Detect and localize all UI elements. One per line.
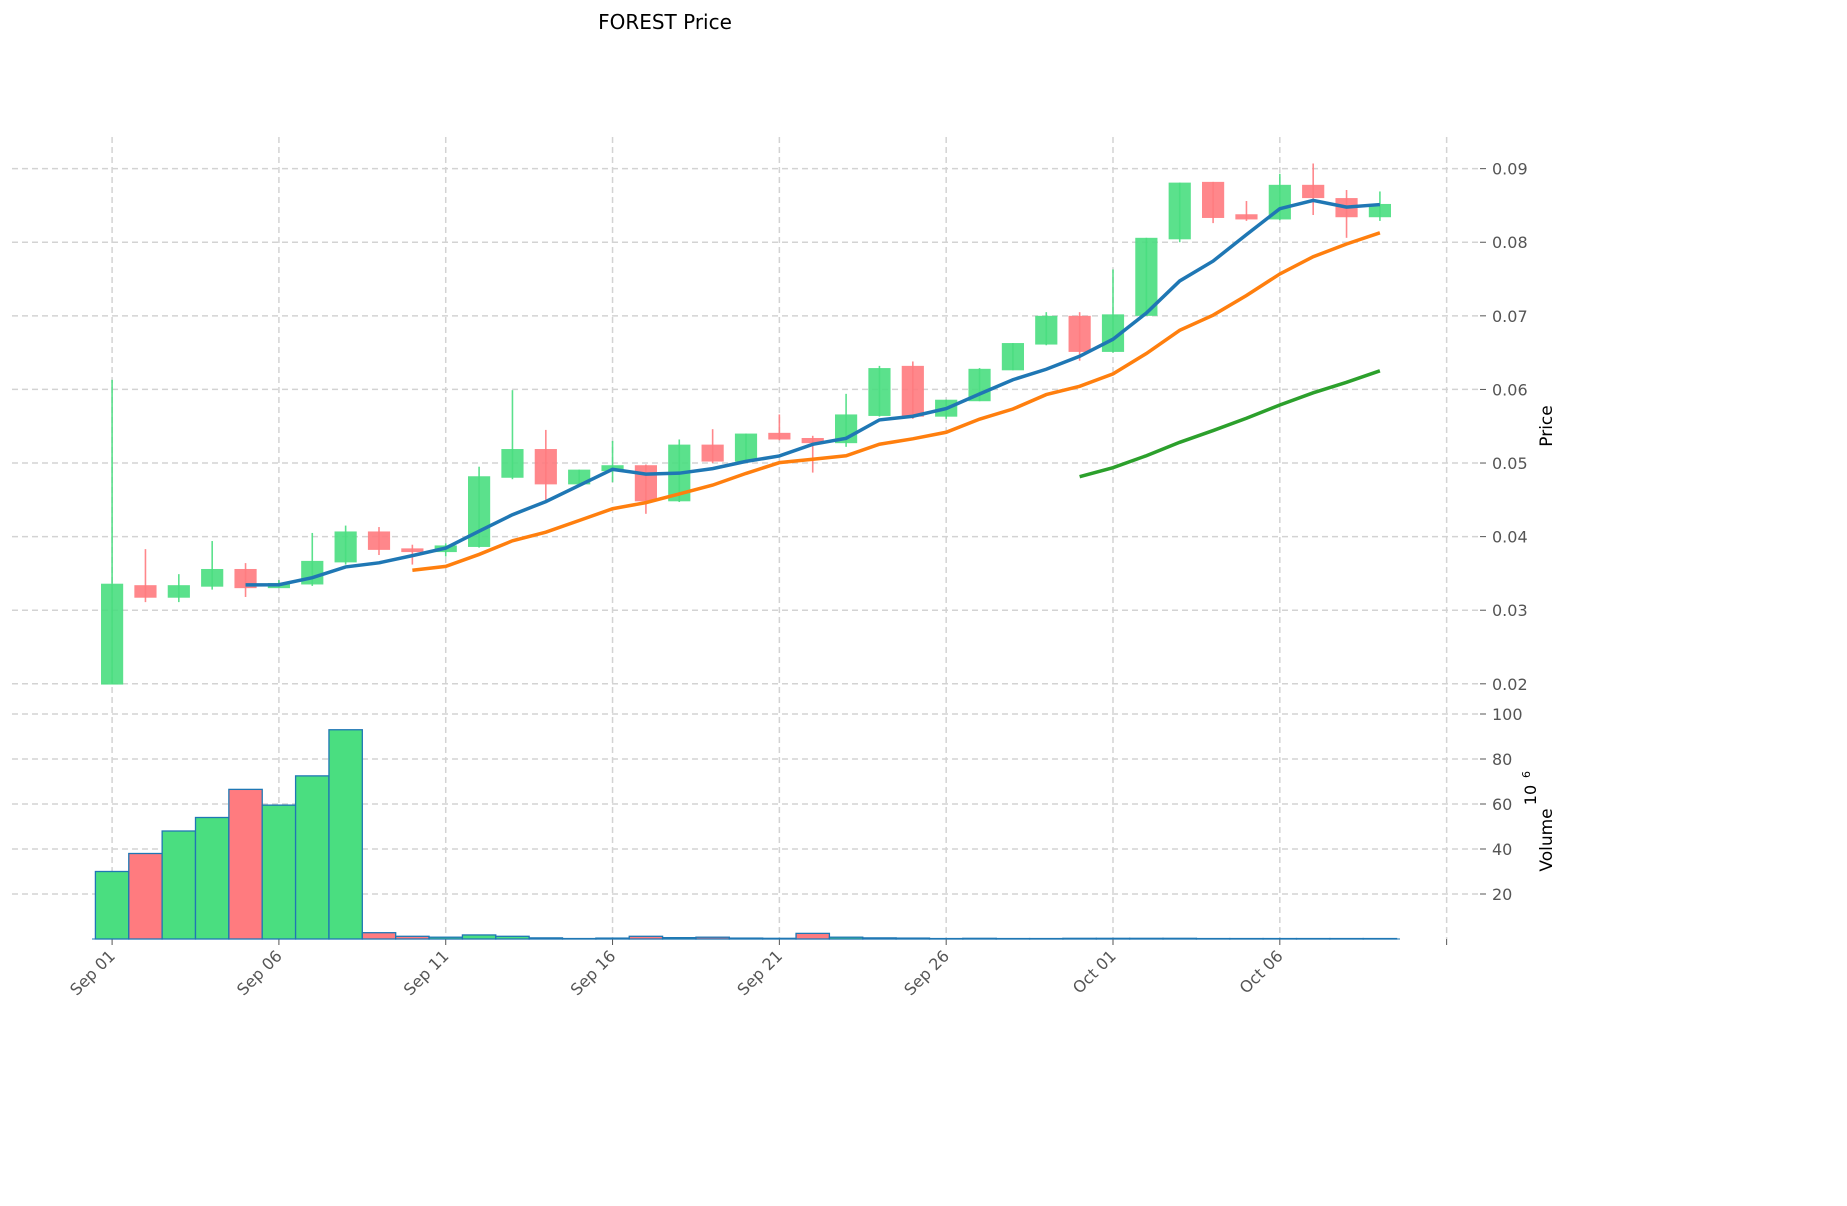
price-tick-label: 0.08 — [1492, 233, 1528, 252]
price-tick-label: 0.06 — [1492, 380, 1528, 399]
candle-body — [335, 532, 356, 561]
volume-tick-label: 100 — [1492, 705, 1523, 724]
time-tick-label: Oct 06 — [1236, 946, 1287, 997]
volume-tick-label: 20 — [1492, 885, 1512, 904]
chart-title: FOREST Price — [598, 10, 732, 34]
candle-body — [1136, 239, 1157, 316]
volume-axis-label: Volume — [1537, 808, 1557, 871]
candle-body — [535, 450, 556, 484]
volume-bar — [162, 831, 195, 939]
time-tick-label: Sep 21 — [733, 946, 786, 999]
price-tick-label: 0.04 — [1492, 528, 1528, 547]
candle-body — [202, 570, 223, 586]
price-axis-label: Price — [1537, 405, 1557, 446]
price-tick-label: 0.02 — [1492, 675, 1528, 694]
price-tick-label: 0.07 — [1492, 307, 1528, 326]
candle-body — [902, 367, 923, 416]
volume-bar — [462, 935, 495, 939]
candle-body — [1169, 183, 1190, 238]
ma-line-ma5 — [246, 200, 1380, 584]
candle-body — [736, 434, 757, 460]
time-tick-label: Sep 01 — [66, 946, 119, 999]
time-tick-label: Oct 01 — [1069, 946, 1120, 997]
volume-bar — [95, 872, 128, 940]
volume-bar — [796, 933, 829, 939]
volume-tick-label: 60 — [1492, 795, 1512, 814]
volume-bar — [262, 805, 295, 939]
time-tick-label: Sep 16 — [567, 946, 620, 999]
candle-body — [369, 532, 390, 549]
candle-body — [1203, 183, 1224, 218]
price-tick-label: 0.05 — [1492, 454, 1528, 473]
candle-body — [769, 434, 790, 439]
volume-tick-label: 80 — [1492, 750, 1512, 769]
time-tick-label: Sep 11 — [400, 946, 453, 999]
candle-body — [1036, 317, 1057, 344]
price-tick-label: 0.09 — [1492, 160, 1528, 179]
candle-body — [102, 584, 123, 683]
volume-bar — [296, 776, 329, 939]
candle-body — [636, 466, 657, 501]
volume-exponent: 6 — [1520, 771, 1533, 778]
candle-body — [702, 445, 723, 460]
candle-body — [502, 450, 523, 477]
volume-bar — [362, 933, 395, 939]
price-tick-label: 0.03 — [1492, 601, 1528, 620]
volume-bar — [129, 854, 162, 940]
volume-bar — [196, 818, 229, 940]
candle-body — [1303, 186, 1324, 198]
volume-bar — [229, 789, 262, 939]
candle-body — [402, 549, 423, 551]
candle-body — [168, 586, 189, 597]
time-tick-label: Sep 06 — [233, 946, 286, 999]
candle-body — [869, 369, 890, 415]
candle-body — [135, 586, 156, 597]
volume-tick-label: 40 — [1492, 840, 1512, 859]
ma-line-ma30 — [1080, 371, 1380, 477]
candle-body — [1003, 344, 1024, 370]
candle-body — [1069, 317, 1090, 352]
volume-bar — [329, 730, 362, 939]
ma-line-ma10 — [412, 233, 1380, 570]
time-tick-label: Sep 26 — [900, 946, 953, 999]
candle-body — [1236, 215, 1257, 219]
volume-exponent-base: 10 — [1521, 785, 1540, 805]
